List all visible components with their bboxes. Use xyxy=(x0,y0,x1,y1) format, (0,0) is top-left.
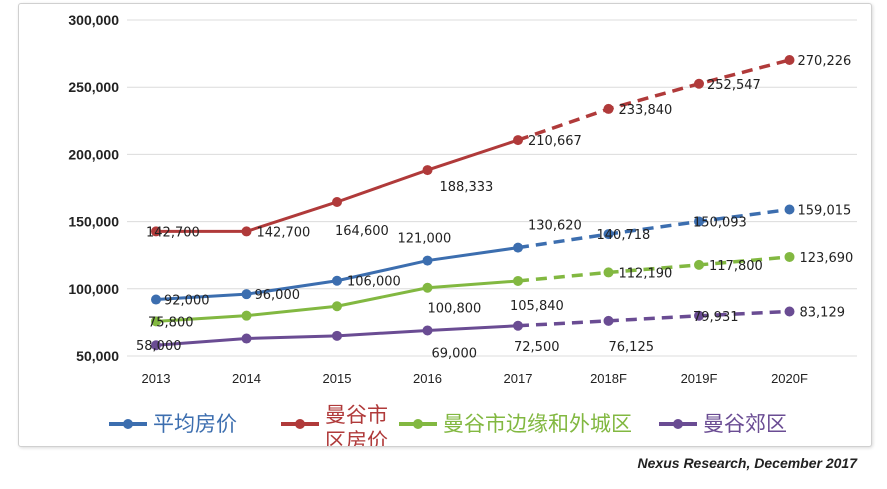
legend-marker xyxy=(673,419,683,429)
data-point xyxy=(694,310,704,321)
legend-marker xyxy=(123,419,133,429)
y-tick-label: 150,000 xyxy=(68,214,119,230)
data-label: 270,226 xyxy=(798,54,852,69)
data-label: 121,000 xyxy=(398,232,452,247)
legend-label: 平均房价 xyxy=(153,412,237,436)
data-point xyxy=(332,275,342,286)
data-label: 106,000 xyxy=(347,275,401,290)
data-label: 105,840 xyxy=(510,299,564,314)
data-label: 76,125 xyxy=(609,340,655,355)
data-point xyxy=(603,103,614,114)
data-label: 75,800 xyxy=(148,315,194,330)
series-line-forecast xyxy=(517,309,790,328)
data-point xyxy=(603,267,614,278)
legend-label: 区房价 xyxy=(325,429,388,446)
data-point xyxy=(784,306,795,317)
data-point xyxy=(694,216,704,227)
y-tick-label: 200,000 xyxy=(68,146,119,162)
chart-frame: 50,000 100,000 150,000 200,000 250,000 300,00… xyxy=(18,3,872,447)
data-label: 164,600 xyxy=(335,224,389,239)
series-line-forecast xyxy=(517,207,790,250)
data-point xyxy=(332,330,342,341)
y-tick-label: 250,000 xyxy=(68,79,119,95)
label-layer: 92,000 96,000 106,000 121,000 130,620 140,718… xyxy=(136,54,853,361)
data-point xyxy=(151,340,161,351)
data-label: 188,333 xyxy=(440,180,494,195)
legend-label: 曼谷市 xyxy=(325,403,388,427)
data-label: 72,500 xyxy=(514,340,560,355)
series-line-actual xyxy=(155,246,519,302)
data-label: 140,718 xyxy=(597,228,651,243)
line-chart: 50,000 100,000 150,000 200,000 250,000 300,00… xyxy=(68,12,857,446)
x-tick-label: 2020F xyxy=(771,371,808,386)
y-tick-label: 100,000 xyxy=(68,281,119,297)
x-tick-label: 2014 xyxy=(232,371,261,386)
data-label: 159,015 xyxy=(798,203,852,218)
data-point xyxy=(241,310,252,321)
series-line-forecast xyxy=(517,255,790,283)
data-label: 210,667 xyxy=(528,134,582,149)
data-point xyxy=(603,229,614,240)
y-tick-label: 50,000 xyxy=(76,348,119,364)
data-label: 100,800 xyxy=(428,302,482,317)
data-point xyxy=(513,242,523,253)
data-label: 69,000 xyxy=(432,346,478,361)
data-point xyxy=(332,301,342,312)
data-point xyxy=(422,165,433,176)
data-label: 150,093 xyxy=(693,215,747,230)
data-point xyxy=(603,315,614,326)
data-label: 92,000 xyxy=(164,294,210,309)
data-label: 142,700 xyxy=(257,225,311,240)
data-label: 83,129 xyxy=(800,305,846,320)
legend-label: 曼谷郊区 xyxy=(703,412,787,436)
y-tick-label: 300,000 xyxy=(68,12,119,28)
data-label: 96,000 xyxy=(255,288,301,303)
data-label: 252,547 xyxy=(707,78,761,93)
x-tick-label: 2015 xyxy=(323,371,352,386)
data-point xyxy=(784,55,795,66)
source-note: Nexus Research, December 2017 xyxy=(637,455,857,471)
x-tick-label: 2016 xyxy=(413,371,442,386)
data-point xyxy=(241,333,252,344)
legend-label: 曼谷市边缘和外城区 xyxy=(443,412,632,436)
data-label: 233,840 xyxy=(619,103,673,118)
data-point xyxy=(422,282,433,293)
x-tick-label: 2018F xyxy=(590,371,627,386)
data-point xyxy=(151,316,161,327)
data-point xyxy=(694,78,704,89)
series-layer xyxy=(151,55,795,351)
x-tick-label: 2013 xyxy=(142,371,171,386)
data-label: 123,690 xyxy=(800,251,854,266)
data-point xyxy=(151,226,161,237)
data-point xyxy=(151,294,161,305)
data-point xyxy=(241,289,252,300)
data-point xyxy=(422,255,433,266)
data-point xyxy=(513,275,523,286)
data-label: 112,190 xyxy=(619,266,673,281)
series-line-forecast xyxy=(517,58,790,142)
x-tick-label: 2019F xyxy=(681,371,718,386)
data-point xyxy=(513,135,523,146)
data-point xyxy=(513,320,523,331)
data-point xyxy=(422,325,433,336)
data-label: 79,931 xyxy=(693,310,739,325)
legend-marker xyxy=(413,419,423,429)
x-tick-label: 2017 xyxy=(504,371,533,386)
legend-marker xyxy=(295,419,305,429)
data-label: 130,620 xyxy=(528,219,582,234)
axis-layer: 50,000 100,000 150,000 200,000 250,000 300,00… xyxy=(68,12,808,386)
data-label: 142,700 xyxy=(146,225,200,240)
data-point xyxy=(784,204,795,215)
data-point xyxy=(784,251,795,262)
data-point xyxy=(332,196,342,207)
data-point xyxy=(241,226,252,237)
data-label: 117,800 xyxy=(709,259,763,274)
data-point xyxy=(694,259,704,270)
grid-layer xyxy=(127,19,857,357)
data-label: 58,000 xyxy=(136,339,182,354)
